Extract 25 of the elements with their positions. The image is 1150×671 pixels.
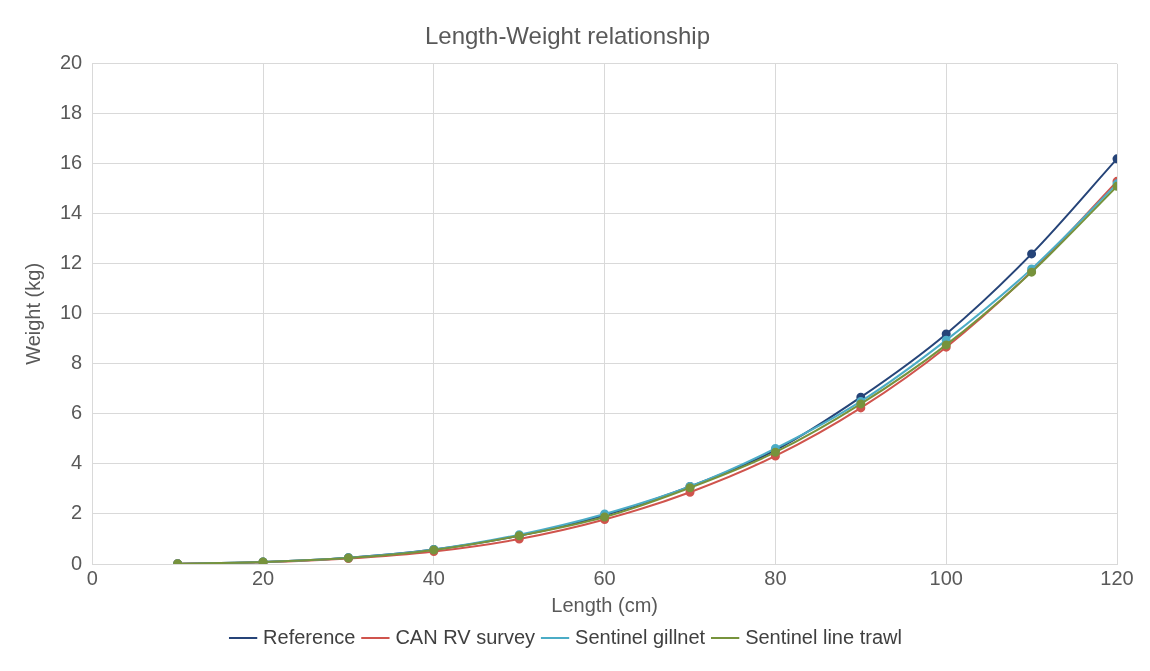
y-tick-label: 14 xyxy=(60,201,83,224)
y-tick-label: 4 xyxy=(71,451,83,474)
x-tick-label: 80 xyxy=(764,566,787,589)
x-tick-label: 20 xyxy=(251,566,275,589)
x-tick-label: 0 xyxy=(86,566,98,589)
legend-label: Reference xyxy=(263,625,356,648)
y-tick-label: 16 xyxy=(60,151,83,174)
y-tick-label: 10 xyxy=(60,301,83,324)
y-tick-label: 0 xyxy=(71,551,83,574)
x-axis-title: Length (cm) xyxy=(551,593,658,616)
x-tick-label: 100 xyxy=(929,566,963,589)
legend-label: CAN RV survey xyxy=(395,625,536,648)
y-tick-label: 6 xyxy=(71,401,83,424)
y-tick-label: 12 xyxy=(60,251,83,274)
y-tick-label: 18 xyxy=(60,101,83,124)
legend-label: Sentinel line trawl xyxy=(745,625,902,648)
chart-title: Length-Weight relationship xyxy=(424,22,711,50)
x-tick-label: 60 xyxy=(593,566,616,589)
y-tick-label: 20 xyxy=(60,51,83,74)
legend-label: Sentinel gillnet xyxy=(575,625,706,648)
x-tick-label: 40 xyxy=(422,566,445,589)
y-tick-label: 8 xyxy=(71,351,83,374)
x-tick-label: 120 xyxy=(1100,566,1134,589)
y-axis-title: Weight (kg) xyxy=(21,262,44,365)
y-tick-label: 2 xyxy=(71,501,83,524)
